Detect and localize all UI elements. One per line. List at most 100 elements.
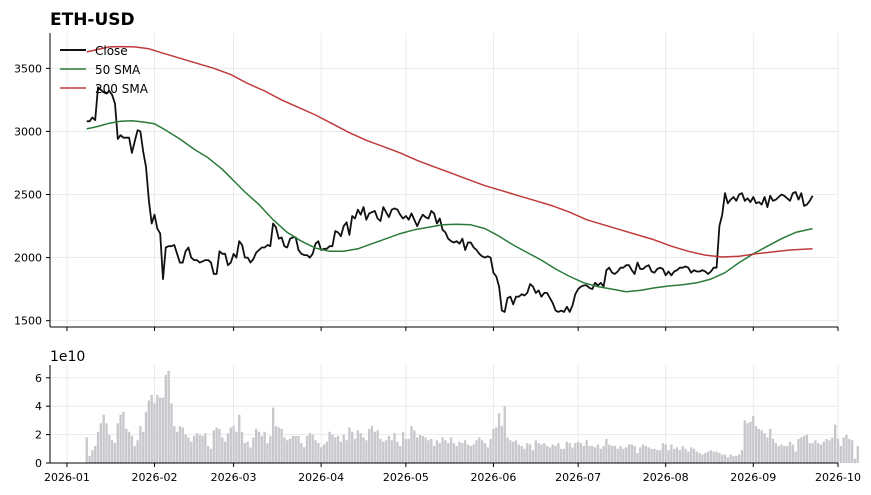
- x-tick-label-5: 2026-06: [470, 471, 516, 484]
- volume-bar: [119, 414, 122, 463]
- volume-bar: [822, 441, 826, 463]
- series-line-50-sma: [86, 119, 813, 293]
- volume-bar: [99, 423, 102, 463]
- volume-bar: [571, 447, 574, 463]
- volume-bar: [684, 448, 687, 463]
- volume-bar: [164, 374, 167, 463]
- volume-bar: [526, 443, 529, 463]
- volume-bar: [294, 436, 297, 463]
- volume-bar: [365, 440, 368, 463]
- volume-bar: [568, 443, 571, 463]
- volume-bar: [382, 441, 385, 463]
- volume-bar: [142, 431, 145, 463]
- volume-bar: [274, 426, 278, 463]
- volume-bar: [596, 444, 600, 463]
- volume-bar: [836, 438, 840, 463]
- volume-bar: [480, 440, 484, 463]
- volume-bar: [192, 436, 196, 463]
- volume-bar: [209, 448, 213, 463]
- volume-y-tick-label-0: 0: [35, 457, 42, 470]
- x-tick-label-6: 2026-07: [555, 471, 601, 484]
- x-tick-label-8: 2026-09: [730, 471, 776, 484]
- volume-bar: [763, 433, 766, 463]
- volume-bar: [223, 441, 227, 463]
- volume-bar: [441, 437, 444, 463]
- volume-bar: [105, 423, 108, 463]
- volume-bar: [458, 441, 461, 463]
- volume-bar: [667, 450, 670, 463]
- volume-bar: [681, 445, 684, 463]
- volume-bar: [269, 436, 272, 463]
- volume-bar: [537, 443, 540, 463]
- legend-label-close: Close: [95, 44, 128, 58]
- volume-bar: [582, 445, 585, 463]
- volume-bar: [94, 445, 97, 463]
- volume-bar: [102, 414, 105, 463]
- volume-bar: [495, 427, 498, 463]
- volume-bar: [317, 443, 320, 463]
- volume-bar: [311, 434, 314, 463]
- volume-bar: [384, 440, 388, 463]
- volume-bar: [204, 433, 207, 463]
- volume-bar: [430, 438, 433, 463]
- volume-bar: [743, 420, 746, 463]
- volume-bar: [444, 440, 447, 463]
- volume-bar: [721, 454, 724, 463]
- volume-bar: [644, 445, 648, 463]
- volume-bar: [616, 448, 619, 463]
- volume-bar: [305, 436, 309, 463]
- volume-bar: [653, 448, 656, 463]
- volume-bar: [839, 445, 842, 463]
- volume-bar: [266, 443, 269, 463]
- volume-scale-label: 1e10: [50, 349, 85, 365]
- volume-bar: [687, 451, 690, 463]
- volume-bar: [393, 433, 396, 463]
- x-tick-label-2: 2026-03: [211, 471, 257, 484]
- volume-bar: [136, 440, 139, 463]
- volume-bar: [715, 451, 718, 463]
- volume-bar: [342, 434, 345, 463]
- volume-bar: [523, 448, 526, 463]
- price-series: [86, 45, 814, 313]
- volume-bar: [449, 437, 453, 463]
- volume-bar: [636, 453, 639, 463]
- volume-bar: [695, 451, 698, 463]
- volume-bar: [390, 440, 393, 463]
- volume-bar: [670, 444, 673, 463]
- volume-bar: [613, 445, 617, 463]
- volume-bar: [554, 445, 557, 463]
- volume-bar: [639, 447, 642, 463]
- volume-bar: [122, 411, 125, 463]
- price-y-ticks: 1500 2000 2500 3000 3500: [14, 62, 50, 328]
- volume-bar: [226, 433, 230, 463]
- volume-bar: [709, 450, 713, 463]
- volume-bar: [531, 450, 535, 463]
- volume-bar: [201, 436, 204, 463]
- volume-bar: [664, 444, 667, 463]
- volume-bar: [608, 444, 611, 463]
- volume-bar: [345, 440, 348, 463]
- volume-bar: [610, 445, 614, 463]
- volume-bar: [574, 443, 577, 463]
- volume-bar: [416, 437, 419, 463]
- volume-bar: [543, 443, 546, 463]
- volume-bar: [399, 445, 402, 463]
- price-panel: ETH-USD 1500 2000 2500 3000 3500 Close 50 SM…: [14, 10, 839, 331]
- volume-y-tick-label-3: 6: [35, 372, 42, 385]
- volume-bar: [413, 430, 416, 463]
- legend-label-200-sma: 200 SMA: [95, 82, 149, 96]
- volume-bar: [243, 443, 247, 463]
- volume-bar: [834, 424, 837, 463]
- volume-bar: [303, 447, 306, 463]
- volume-bar: [766, 437, 769, 463]
- volume-bar: [760, 430, 763, 463]
- volume-bar: [769, 428, 772, 463]
- volume-bar: [240, 431, 244, 463]
- volume-bar: [249, 447, 252, 463]
- volume-bar: [300, 443, 303, 463]
- volume-bar: [780, 444, 783, 463]
- volume-bar: [726, 457, 730, 463]
- volume-bar: [396, 441, 399, 463]
- volume-bar: [178, 426, 182, 463]
